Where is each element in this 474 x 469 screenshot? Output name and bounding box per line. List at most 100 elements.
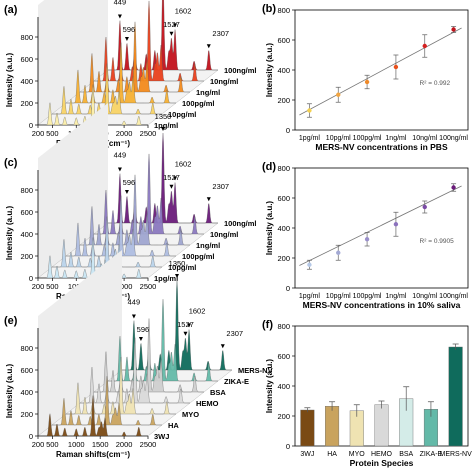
peak-label: 1350 — [155, 112, 172, 121]
bar — [300, 409, 315, 447]
peak-marker — [131, 314, 136, 319]
data-point — [393, 64, 399, 70]
series-label: 1ng/ml — [196, 88, 220, 97]
y-tick-label: 0 — [286, 126, 290, 135]
x-tick-label: BSA — [399, 451, 413, 458]
x-tick-label: 1000 — [68, 440, 85, 449]
peak-label: 449 — [114, 0, 127, 7]
data-point — [393, 222, 399, 227]
y-tick-label: 200 — [277, 412, 290, 421]
spectrum-7 — [38, 395, 148, 437]
panel-label: (b) — [262, 3, 276, 15]
x-tick-label: 500 — [46, 440, 59, 449]
x-tick-label: 10ng/ml — [412, 135, 437, 142]
side-wall — [38, 250, 122, 436]
y-tick-label: 0 — [286, 442, 290, 451]
peak-label: 1602 — [189, 306, 206, 315]
peak-marker — [169, 184, 174, 189]
plot-frame — [294, 9, 469, 131]
series-label: BSA — [210, 388, 226, 397]
y-tick-label: 800 — [20, 33, 33, 42]
x-tick-label: 2500 — [140, 129, 157, 138]
y-tick-label: 200 — [277, 254, 290, 263]
y-tick-label: 200 — [20, 252, 33, 261]
side-wall — [38, 0, 108, 125]
bar — [448, 346, 463, 447]
x-tick-label: 100ng/ml — [439, 135, 468, 142]
y-tick-label: 600 — [20, 55, 33, 64]
peak-marker — [124, 190, 129, 194]
x-tick-label: 1ng/ml — [385, 135, 406, 142]
x-tick-label: 200 — [32, 282, 45, 291]
x-tick-label: 100pg/ml — [353, 293, 382, 300]
y-axis-label: Intensity (a.u.) — [5, 206, 14, 261]
fit-line — [299, 185, 462, 266]
peak-label: 1527 — [163, 173, 180, 182]
y-tick-label: 800 — [277, 322, 290, 331]
y-axis-label: Intensity (a.u.) — [5, 364, 14, 419]
spectrum-5 — [52, 63, 162, 115]
panel-label: (a) — [4, 4, 18, 16]
y-tick-label: 400 — [20, 77, 33, 86]
x-axis-label: MERS-NV concentrations in 10% saliva — [303, 300, 461, 310]
spectrum-1 — [108, 132, 218, 224]
peak-marker — [173, 176, 178, 181]
x-tick-label: HA — [327, 451, 337, 458]
data-point — [422, 204, 427, 210]
x-tick-label: 2000 — [116, 440, 133, 449]
spectrum-3 — [80, 174, 190, 246]
spectrum-4 — [66, 195, 176, 257]
spectrum-1 — [122, 279, 232, 371]
x-axis-label: MERS-NV concentrations in PBS — [315, 142, 448, 152]
x-axis-label: Protein Species — [350, 458, 414, 468]
peak-marker — [117, 14, 122, 19]
error-bar — [427, 401, 434, 417]
peak-label: 596 — [123, 25, 136, 34]
y-tick-label: 400 — [20, 388, 33, 397]
series-label: 100pg/ml — [182, 252, 215, 261]
series-label: HEMO — [196, 399, 219, 408]
spectrum-5 — [52, 216, 162, 268]
y-tick-label: 600 — [20, 366, 33, 375]
peak-label: 449 — [128, 298, 141, 307]
spectrum-5 — [66, 356, 176, 415]
peak-label: 1602 — [175, 159, 192, 168]
peak-marker — [206, 44, 211, 49]
spectrum-2 — [94, 0, 204, 82]
y-axis-label: Intensity (a.u.) — [265, 359, 274, 414]
peak-marker — [206, 197, 211, 202]
bar — [325, 406, 340, 447]
plot-frame — [294, 167, 469, 289]
series-label: 100ng/ml — [224, 66, 257, 75]
y-tick-label: 400 — [277, 224, 290, 233]
peak-label: 596 — [123, 178, 136, 187]
peak-marker — [175, 274, 179, 278]
x-tick-label: 100pg/ml — [353, 135, 382, 142]
peak-marker — [124, 37, 129, 41]
y-tick-label: 600 — [20, 208, 33, 217]
series-label: 1pg/ml — [154, 274, 178, 283]
y-tick-label: 800 — [20, 344, 33, 353]
chart-panel-f: (f) 0 200 400 600 800 Intensity (a.u.) 3WJ HA MYO… — [262, 319, 472, 468]
y-tick-label: 200 — [277, 96, 290, 105]
spectrum-6 — [52, 376, 162, 426]
y-axis-label: Intensity (a.u.) — [5, 53, 14, 108]
peak-label: 2307 — [212, 29, 229, 38]
x-tick-label: 200 — [32, 129, 45, 138]
series-label: 3WJ — [154, 432, 169, 441]
y-tick-label: 800 — [277, 6, 290, 15]
y-tick-label: 400 — [277, 66, 290, 75]
data-point — [336, 250, 341, 255]
spectrum-3 — [94, 318, 204, 393]
spectrum-2 — [108, 299, 218, 382]
series-label: 1ng/ml — [196, 241, 220, 250]
fit-line — [299, 27, 462, 116]
data-point — [336, 92, 341, 97]
series-label: 10pg/ml — [168, 263, 196, 272]
data-point — [451, 185, 456, 190]
y-tick-label: 600 — [277, 36, 290, 45]
spectrum-3 — [80, 21, 190, 93]
